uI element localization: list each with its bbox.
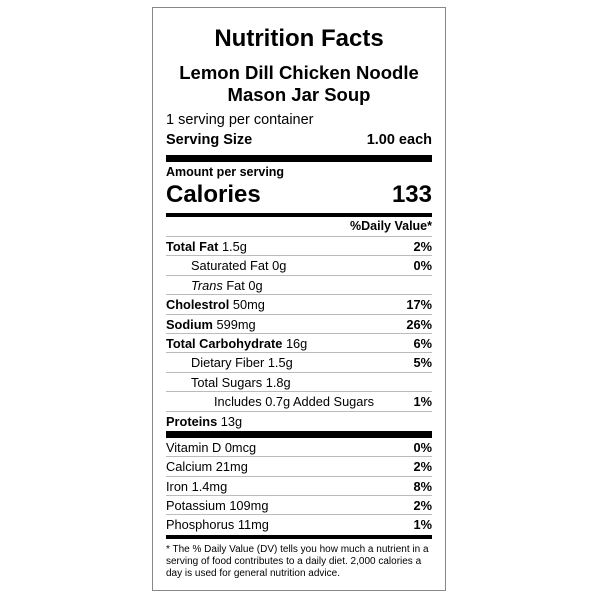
serving-size-label: Serving Size [166, 132, 253, 148]
nutrient-label: Proteins 13g [166, 412, 242, 431]
vitamin-amount: 1.4mg [191, 478, 228, 494]
nutrient-daily-value: 5% [413, 355, 433, 371]
daily-value-header: %Daily Value* [166, 217, 432, 237]
vitamin-name: Iron [166, 478, 189, 494]
nutrient-amount: 50mg [232, 297, 265, 313]
vitamin-amount: 11mg [237, 517, 269, 533]
vitamin-amount: 21mg [215, 459, 248, 475]
vitamin-row: Phosphorus 11mg 1% [166, 515, 432, 534]
vitamin-daily-value: 8% [413, 478, 433, 494]
nutrient-amount: 16g [285, 335, 308, 351]
vitamin-daily-value: 2% [413, 459, 433, 475]
vitamin-name: Potassium [166, 498, 226, 514]
servings-per-container: 1 serving per container [166, 112, 314, 128]
nutrient-row: Cholestrol 50mg 17% [166, 295, 432, 315]
nutrient-daily-value: 2% [413, 239, 433, 254]
calories-value: 133 [391, 181, 432, 208]
vitamin-daily-value: 2% [413, 498, 433, 514]
nutrient-name: Proteins [166, 413, 218, 429]
nutrient-row: Total Carbohydrate 16g 6% [166, 334, 433, 354]
nutrient-daily-value: 17% [406, 297, 432, 313]
vitamin-daily-value: 1% [413, 517, 433, 533]
nutrient-amount: 13g [220, 413, 243, 429]
vitamin-amount: 0mcg [224, 439, 257, 455]
vitamin-amount: 109mg [229, 498, 269, 514]
vitamin-name: Vitamin D [166, 439, 222, 455]
thick-divider [166, 155, 432, 162]
nutrient-row: Dietary Fiber 1.5g 5% [166, 353, 433, 373]
nutrient-daily-value: 6% [413, 335, 433, 351]
nutrient-label: Total Sugars 1.8g [166, 373, 291, 391]
label-title: Nutrition Facts [214, 25, 384, 52]
nutrient-row: Sodium 599mg 26% [166, 315, 432, 334]
nutrient-name: Total Carbohydrate [166, 335, 283, 351]
nutrient-amount: 1.5g [221, 239, 247, 254]
calories-label: Calories [166, 181, 261, 208]
nutrient-name: Trans [191, 277, 223, 293]
vitamin-label: Iron 1.4mg [166, 477, 227, 495]
vitamin-row: Vitamin D 0mcg 0% [166, 438, 433, 458]
product-name: Lemon Dill Chicken Noodle Mason Jar Soup [166, 62, 432, 106]
nutrient-label: Cholestrol 50mg [166, 295, 265, 313]
footnote: * The % Daily Value (DV) tells you how m… [166, 543, 429, 579]
nutrient-name: Cholestrol [166, 297, 230, 313]
nutrient-daily-value: 1% [413, 394, 433, 410]
nutrient-row: Saturated Fat 0g 0% [166, 256, 433, 276]
nutrient-label: Includes 0.7g Added Sugars [166, 392, 374, 410]
nutrient-name: Saturated Fat [191, 258, 269, 274]
medium-divider [166, 213, 432, 217]
nutrient-label: Dietary Fiber 1.5g [166, 353, 293, 371]
vitamin-label: Vitamin D 0mcg [166, 438, 256, 456]
vitamin-label: Calcium 21mg [166, 457, 248, 475]
thick-divider [166, 430, 432, 438]
nutrient-name: Sodium [166, 316, 213, 332]
nutrient-name: Includes 0.7g Added Sugars [214, 394, 375, 410]
nutrient-amount: 1.5g [267, 355, 293, 371]
nutrient-row: Trans Fat 0g [166, 276, 432, 296]
product-name-line: Lemon Dill Chicken Noodle [179, 62, 419, 83]
serving-size-row: Serving Size 1.00 each [166, 130, 432, 151]
nutrient-label: Sodium 599mg [166, 315, 256, 333]
vitamin-name: Phosphorus [166, 517, 235, 533]
nutrient-amount: 1.8g [265, 374, 291, 390]
nutrient-label: Trans Fat 0g [166, 276, 263, 294]
medium-divider [166, 534, 432, 539]
nutrition-label: Nutrition Facts Lemon Dill Chicken Noodl… [152, 7, 446, 591]
nutrient-name: Dietary Fiber [191, 355, 265, 371]
product-name-line: Mason Jar Soup [227, 84, 371, 105]
nutrient-row: Total Fat 1.5g 2% [166, 237, 433, 257]
nutrient-name-rest: Fat [226, 277, 245, 293]
vitamin-label: Phosphorus 11mg [166, 515, 269, 534]
nutrient-row: Proteins 13g [166, 412, 432, 431]
nutrient-amount: 0g [248, 277, 263, 293]
vitamin-label: Potassium 109mg [166, 496, 268, 514]
amount-per-serving: Amount per serving [166, 165, 285, 179]
nutrient-amount: 0g [272, 258, 287, 274]
nutrient-label: Total Fat 1.5g [166, 237, 247, 255]
vitamin-row: Iron 1.4mg 8% [166, 477, 433, 497]
nutrient-list: Total Fat 1.5g 2% Saturated Fat 0g 0% Trans … [166, 237, 432, 431]
vitamin-name: Calcium [166, 459, 213, 475]
nutrient-row: Total Sugars 1.8g [166, 373, 432, 393]
nutrient-row: Includes 0.7g Added Sugars 1% [166, 392, 433, 412]
nutrient-name: Total Sugars [191, 374, 263, 390]
nutrient-daily-value: 0% [413, 258, 433, 274]
calories-row: Calories 133 [166, 180, 432, 210]
nutrient-amount: 599mg [216, 316, 256, 332]
nutrient-daily-value: 26% [406, 316, 432, 332]
serving-size-value: 1.00 each [366, 132, 432, 148]
vitamin-list: Vitamin D 0mcg 0% Calcium 21mg 2% Iron 1.4mg… [166, 438, 432, 535]
vitamin-row: Calcium 21mg 2% [166, 457, 433, 477]
vitamin-daily-value: 0% [413, 439, 433, 455]
nutrient-label: Saturated Fat 0g [166, 256, 286, 274]
vitamin-row: Potassium 109mg 2% [166, 496, 433, 516]
nutrient-label: Total Carbohydrate 16g [166, 334, 307, 352]
nutrient-name: Total Fat [166, 239, 219, 254]
